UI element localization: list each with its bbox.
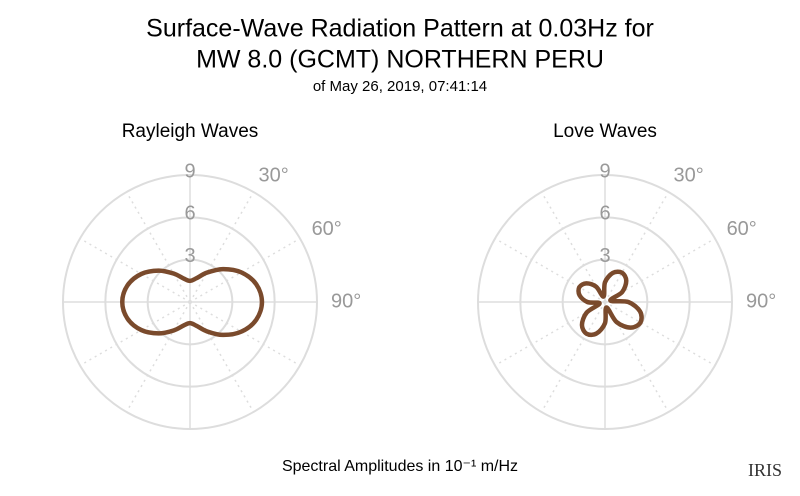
angle-grid-line: [604, 301, 716, 367]
angle-tick-label: 90°: [331, 290, 361, 312]
angle-grid-line: [125, 301, 191, 413]
radial-grid-circle: [104, 216, 276, 388]
angle-grid-line: [494, 237, 606, 303]
footnote: Spectral Amplitudes in 10⁻¹ m/Hz: [282, 458, 518, 475]
logo: IRIS: [748, 460, 782, 480]
angle-tick-label: 90°: [746, 290, 776, 312]
angle-tick-label: 30°: [259, 165, 289, 187]
angle-tick-label: 30°: [674, 165, 704, 187]
angle-grid-line: [540, 301, 606, 413]
radial-tick-label: 3: [599, 245, 610, 267]
angle-grid-line: [189, 301, 255, 413]
radiation-pattern: [576, 269, 644, 338]
subplot-title: Love Waves: [553, 121, 657, 142]
radial-grid-circle: [519, 216, 691, 388]
angle-grid-line: [604, 191, 670, 303]
angle-grid-line: [79, 237, 191, 303]
radial-grid-circle: [62, 174, 318, 430]
radial-tick-label: 9: [599, 160, 610, 182]
angle-tick-label: 60°: [312, 218, 342, 240]
subtitle: of May 26, 2019, 07:41:14: [313, 78, 487, 95]
radial-tick-label: 9: [184, 160, 195, 182]
angle-tick-label: 60°: [727, 218, 757, 240]
radial-grid-circle: [561, 258, 649, 346]
radial-grid-circle: [477, 174, 733, 430]
angle-grid-line: [189, 237, 301, 303]
angle-grid-line: [189, 301, 301, 367]
radial-tick-label: 6: [599, 203, 610, 225]
radial-grid-circle: [146, 258, 234, 346]
radial-tick-label: 3: [184, 245, 195, 267]
angle-grid-line: [79, 301, 191, 367]
radiation-pattern: [120, 266, 265, 338]
subplot-title: Rayleigh Waves: [122, 121, 259, 142]
angle-grid-line: [189, 191, 255, 303]
title-line: MW 8.0 (GCMT) NORTHERN PERU: [196, 46, 604, 74]
radial-tick-label: 6: [184, 203, 195, 225]
title-line: Surface-Wave Radiation Pattern at 0.03Hz…: [146, 15, 654, 43]
angle-grid-line: [125, 191, 191, 303]
